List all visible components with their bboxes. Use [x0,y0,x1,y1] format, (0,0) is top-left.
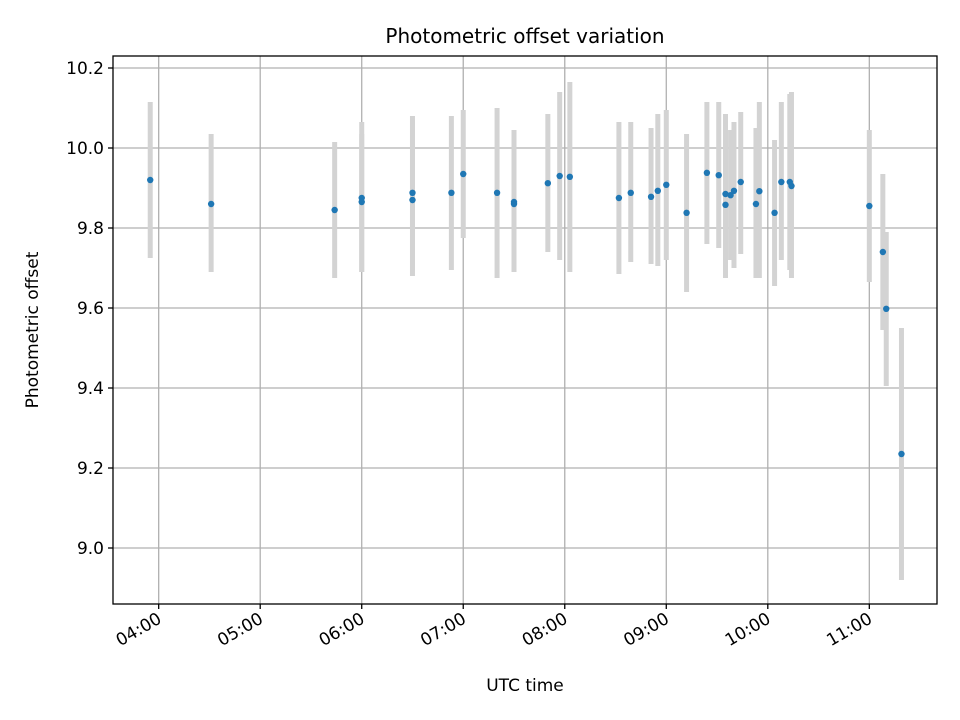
data-point [544,180,552,187]
x-tick-label: 04:00 [113,609,165,651]
data-point [866,202,873,210]
y-tick-label: 10.2 [66,59,104,79]
data-point [510,200,518,208]
data-point [778,178,785,186]
data-point [409,189,416,196]
data-point [566,173,574,180]
x-tick-label: 05:00 [214,609,266,651]
data-point [727,192,734,199]
x-tick-label: 11:00 [823,609,875,651]
data-point [683,209,690,216]
x-axis-title: UTC time [486,676,564,696]
x-axis-ticks: 04:00 05:00 06:00 07:00 08:00 09:00 10:00 11:00 [113,604,876,651]
data-point [615,194,623,202]
y-tick-label: 9.2 [77,459,104,479]
data-point [556,172,563,180]
x-tick-label: 08:00 [519,609,571,651]
data-point [879,248,887,256]
data-point [715,172,722,179]
y-tick-label: 10.0 [66,139,104,159]
data-point [737,178,744,186]
data-point [756,188,763,195]
data-point [647,193,655,200]
data-point [730,187,738,194]
data-point [663,181,670,188]
data-point [207,200,215,208]
data-point [722,201,729,208]
data-point [409,196,416,204]
data-points [147,169,905,458]
y-axis-title: Photometric offset [23,251,43,408]
error-bars [147,82,904,580]
x-tick-label: 07:00 [417,609,469,651]
data-point [722,190,729,198]
plot-frame [112,55,938,605]
y-tick-label: 9.4 [77,379,104,399]
y-tick-label: 9.0 [77,539,104,559]
data-point [448,189,455,196]
data-point [703,169,711,176]
data-point [460,170,467,178]
data-point [147,176,154,184]
data-point [493,189,501,196]
chart-title: Photometric offset variation [385,24,664,48]
y-tick-label: 9.8 [77,219,104,239]
data-point [883,305,890,312]
data-point [771,209,778,216]
data-point [752,200,760,208]
data-point [788,182,795,190]
data-point [358,198,365,206]
y-axis-ticks: 9.0 9.2 9.4 9.6 9.8 10.0 10.2 [66,59,113,559]
y-tick-label: 9.6 [77,299,104,319]
x-tick-label: 06:00 [316,609,368,651]
data-point [654,187,662,194]
data-point [898,450,905,458]
data-point [331,206,338,214]
x-tick-label: 10:00 [722,609,774,651]
data-point [627,189,634,196]
x-tick-label: 09:00 [620,609,672,651]
grid [113,56,937,604]
